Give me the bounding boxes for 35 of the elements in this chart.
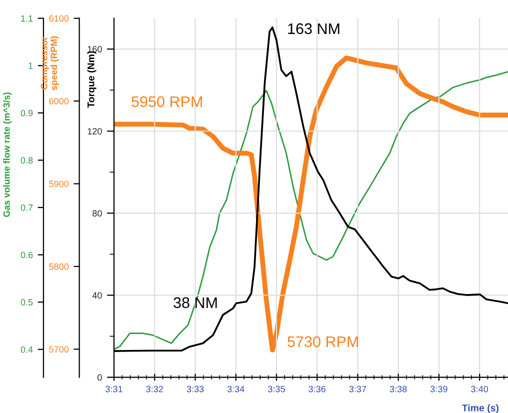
y-tick-label: 80: [92, 210, 102, 217]
x-tick-label: 3:40: [471, 386, 488, 392]
annotation: 5950 RPM: [132, 96, 202, 108]
x-tick-label: 3:35: [268, 386, 285, 392]
y2-tick-label: 1.1: [21, 15, 33, 22]
annotation: 38 NM: [174, 297, 217, 308]
x-tick-label: 3:37: [349, 386, 366, 392]
y2-axis-title: Gas volume flow rate (m^3/s): [3, 92, 12, 217]
x-tick-label: 3:33: [186, 386, 204, 392]
x-tick-label: 3:36: [308, 386, 326, 392]
y3-tick-label: 5700: [49, 346, 69, 353]
x-tick-label: 3:34: [227, 386, 244, 392]
y2-tick-label: 0.8: [20, 157, 33, 164]
y2-tick-label: 0.9: [20, 110, 33, 116]
y-tick-label: 0: [98, 374, 102, 381]
y2-tick-label: 0.5: [20, 299, 33, 306]
annotation: 163 NM: [288, 23, 340, 34]
x-tick-label: 3:32: [146, 386, 163, 392]
x-axis-title: Time (s): [462, 404, 498, 413]
x-tick-label: 3:39: [430, 386, 448, 392]
y3-tick-label: 5800: [49, 263, 69, 270]
y3-axis-title: Compressor speed (RPM): [40, 36, 59, 90]
annotation: 5730 RPM: [288, 336, 358, 348]
y-tick-label: 120: [88, 128, 102, 134]
y-axis-title: Torque (Nm): [87, 51, 96, 108]
x-tick-label: 3:31: [106, 386, 122, 392]
y2-tick-label: 0.4: [20, 346, 33, 353]
y-tick-label: 40: [92, 292, 102, 299]
y2-tick-label: 1: [28, 62, 33, 69]
x-tick-label: 3:38: [390, 386, 407, 392]
y3-tick-label: 6000: [49, 98, 69, 104]
y2-tick-label: 0.7: [20, 204, 33, 211]
y3-tick-label: 6100: [49, 15, 69, 22]
y2-tick-label: 0.6: [20, 252, 33, 258]
y3-tick-label: 5900: [49, 180, 69, 188]
